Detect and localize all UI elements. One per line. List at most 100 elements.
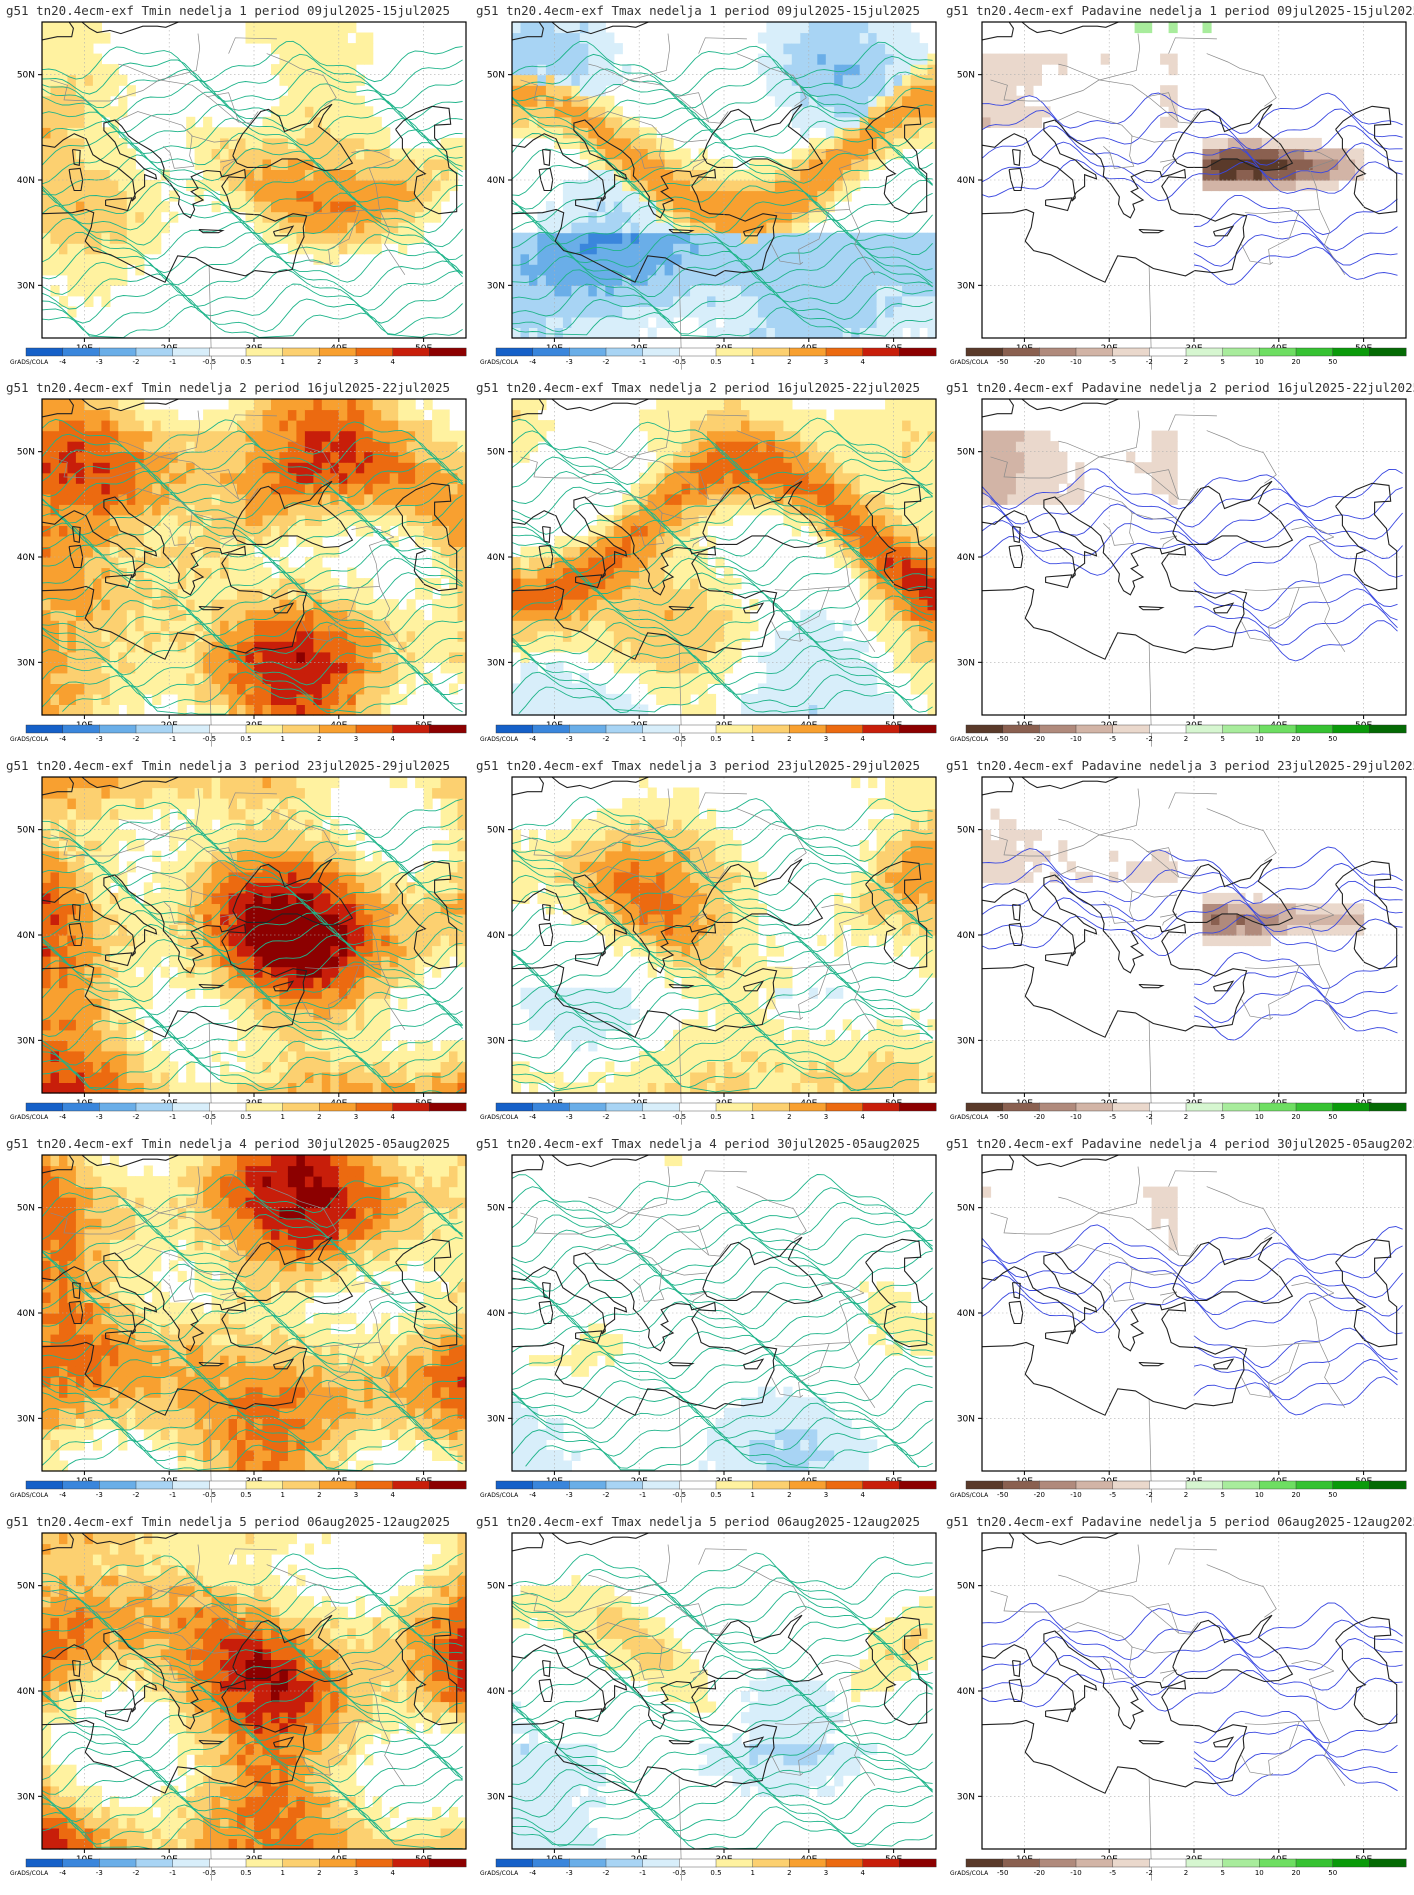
colorbar-label: -0.5 — [672, 735, 686, 743]
colorbar-swatch — [715, 347, 754, 357]
y-tick-label: 50N — [957, 1582, 975, 1592]
colorbar-swatch — [715, 1102, 754, 1112]
country-borders — [50, 1166, 406, 1503]
colorbar-swatch — [319, 724, 357, 734]
colorbar-swatch — [1295, 347, 1334, 357]
colorbar: -4 -3 -2 -1 -0.5 0.5 1 2 3 4 GrADS/COLA — [480, 1480, 937, 1499]
contour-lines — [981, 846, 1403, 1041]
colorbar-swatch — [789, 724, 827, 734]
colorbar-label: -2 — [1146, 358, 1153, 366]
colorbar-swatch — [355, 1102, 394, 1112]
colorbar-swatch — [1112, 347, 1150, 357]
colorbar-label: 4 — [860, 1869, 865, 1877]
map-panel-12: g51 tn20.4ecm-exf Padavine nedelja 4 per… — [946, 1133, 1414, 1512]
colorbar-swatch — [25, 1858, 64, 1868]
grads-credit: GrADS/COLA — [10, 1870, 49, 1877]
y-tick-label: 50N — [487, 71, 505, 81]
colorbar-swatch — [679, 1102, 717, 1112]
colorbar-label: 2 — [317, 358, 321, 366]
colorbar-label: -5 — [1109, 1113, 1116, 1121]
colorbar-label: 2 — [1184, 1869, 1188, 1877]
colorbar-swatch — [532, 1858, 570, 1868]
colorbar-swatch — [679, 1858, 717, 1868]
y-tick-label: 30N — [487, 1792, 505, 1802]
colorbar-label: 0.5 — [710, 1491, 721, 1499]
panel-title: g51 tn20.4ecm-exf Padavine nedelja 5 per… — [946, 1514, 1414, 1529]
colorbar-swatch — [429, 1858, 467, 1868]
colorbar-label: 50 — [1328, 358, 1337, 366]
coastlines — [511, 776, 928, 1038]
contour-lines — [511, 796, 933, 1093]
colorbar-label: 4 — [860, 735, 865, 743]
colorbar-label: 3 — [354, 1491, 358, 1499]
y-tick-label: 30N — [17, 658, 35, 668]
panel-title: g51 tn20.4ecm-exf Padavine nedelja 4 per… — [946, 1136, 1414, 1151]
colorbar-label: -10 — [1070, 735, 1081, 743]
anomaly-field — [512, 22, 937, 339]
colorbar-swatch — [825, 1480, 864, 1490]
colorbar-swatch — [569, 1102, 607, 1112]
grads-credit: GrADS/COLA — [10, 1114, 49, 1121]
colorbar-swatch — [135, 1858, 174, 1868]
panel-title: g51 tn20.4ecm-exf Padavine nedelja 2 per… — [946, 380, 1414, 395]
panel-title: g51 tn20.4ecm-exf Tmax nedelja 4 period … — [476, 1136, 921, 1151]
country-borders — [990, 788, 1346, 1125]
contour-lines — [41, 40, 463, 339]
colorbar: -4 -3 -2 -1 -0.5 0.5 1 2 3 4 GrADS/COLA — [480, 1858, 937, 1877]
coastlines — [981, 776, 1398, 1038]
colorbar-label: -2 — [133, 735, 140, 743]
colorbar-swatch — [1259, 1858, 1297, 1868]
map-panel-7: g51 tn20.4ecm-exf Tmin nedelja 3 period … — [6, 755, 476, 1134]
colorbar-swatch — [355, 1858, 394, 1868]
colorbar-swatch — [862, 1102, 900, 1112]
graticule — [512, 1533, 936, 1849]
colorbar-swatch — [25, 1102, 64, 1112]
colorbar-label: -1 — [169, 1491, 176, 1499]
colorbar-swatch — [1185, 1102, 1224, 1112]
colorbar-swatch — [642, 724, 680, 734]
colorbar-swatch — [319, 1480, 357, 1490]
colorbar-swatch — [1149, 347, 1187, 357]
grads-credit: GrADS/COLA — [10, 359, 49, 366]
colorbar-label: 5 — [1220, 1869, 1224, 1877]
colorbar-swatch — [1112, 1858, 1150, 1868]
map-svg: 10E20E30E40E50E50N40N30N-4-3-2-1-0.50.51… — [10, 1532, 467, 1881]
y-tick-label: 50N — [17, 1204, 35, 1214]
colorbar-label: 4 — [390, 1869, 395, 1877]
colorbar-label: 20 — [1292, 1113, 1301, 1121]
colorbar-swatch — [135, 724, 174, 734]
colorbar-swatch — [1222, 1480, 1260, 1490]
grads-credit: GrADS/COLA — [950, 1492, 989, 1499]
colorbar-label: -0.5 — [672, 1113, 686, 1121]
colorbar-swatch — [99, 1858, 137, 1868]
colorbar-swatch — [825, 347, 864, 357]
colorbar-swatch — [245, 1102, 284, 1112]
panel-title: g51 tn20.4ecm-exf Tmax nedelja 5 period … — [476, 1514, 921, 1529]
colorbar-swatch — [1332, 347, 1370, 357]
y-tick-label: 30N — [957, 1792, 975, 1802]
contour-lines — [511, 1174, 933, 1471]
panel-title: g51 tn20.4ecm-exf Tmin nedelja 4 period … — [6, 1136, 451, 1151]
coastlines — [41, 21, 458, 283]
y-tick-label: 40N — [957, 1309, 975, 1319]
anomaly-field — [982, 1186, 1178, 1251]
grads-credit: GrADS/COLA — [480, 1492, 519, 1499]
y-tick-label: 50N — [17, 448, 35, 458]
contour-lines — [41, 1552, 463, 1850]
colorbar: -4 -3 -2 -1 -0.5 0.5 1 2 3 4 GrADS/COLA — [480, 724, 937, 743]
colorbar-label: -0.5 — [672, 358, 686, 366]
colorbar-label: 3 — [354, 358, 358, 366]
colorbar-swatch — [429, 1480, 467, 1490]
graticule — [512, 777, 936, 1093]
colorbar-label: -2 — [1146, 1869, 1153, 1877]
colorbar-swatch — [282, 347, 320, 357]
colorbar-swatch — [899, 724, 937, 734]
colorbar-swatch — [319, 347, 357, 357]
graticule — [512, 399, 936, 715]
colorbar-swatch — [642, 1102, 680, 1112]
colorbar-swatch — [62, 1858, 100, 1868]
colorbar-label: 10 — [1255, 1869, 1264, 1877]
colorbar-label: 10 — [1255, 1491, 1264, 1499]
anomaly-field — [42, 777, 467, 1094]
colorbar-swatch — [1332, 724, 1370, 734]
